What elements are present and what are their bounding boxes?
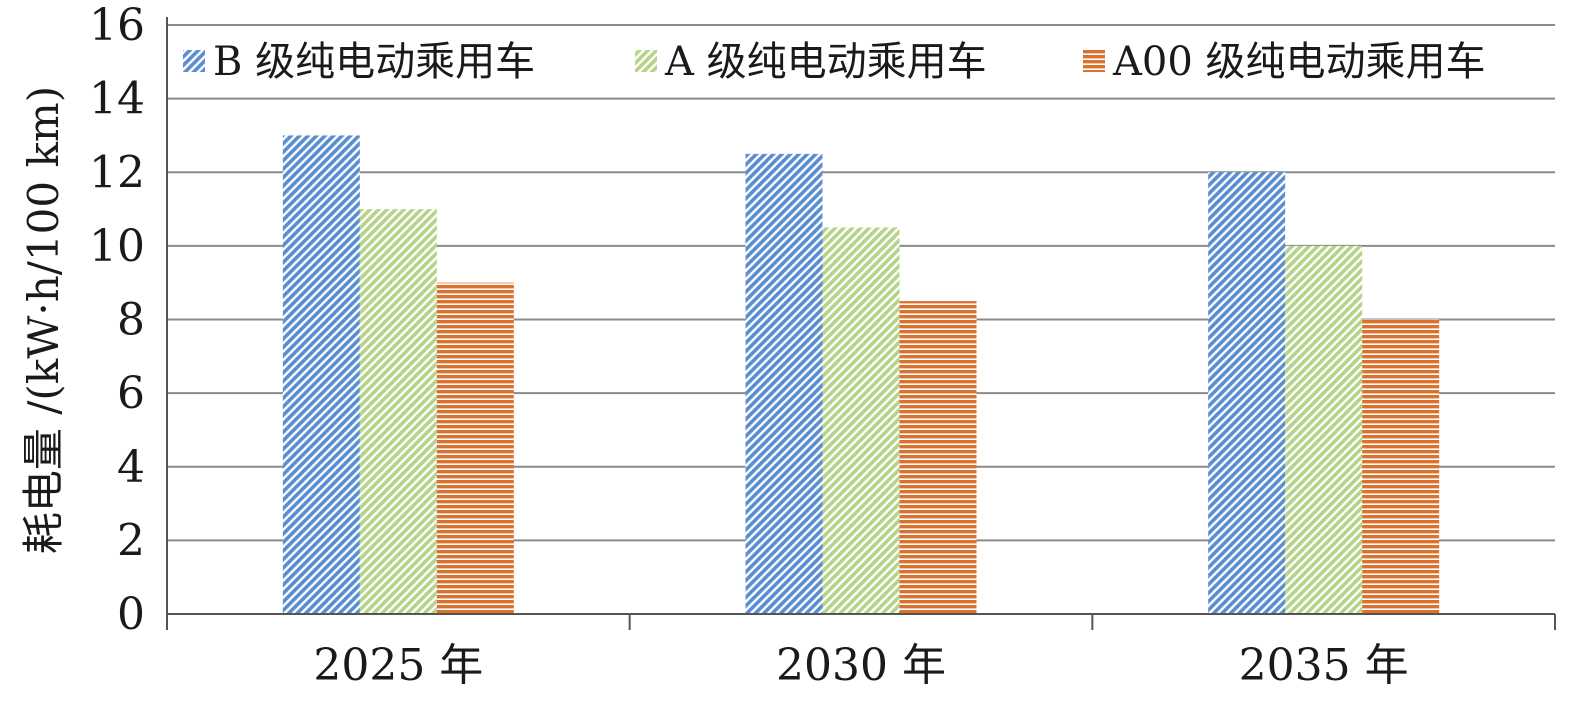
y-tick-label: 8 <box>117 295 145 346</box>
bar-A 级纯电动乘用车-2025 年 <box>359 209 437 614</box>
bar-A00 级纯电动乘用车-2030 年 <box>899 301 977 614</box>
legend: B 级纯电动乘用车 A 级纯电动乘用车 A00 级纯电动乘用车 <box>183 39 1486 85</box>
bar-B 级纯电动乘用车-2035 年 <box>1208 172 1286 614</box>
legend-swatch <box>183 50 205 72</box>
x-category-label: 2035 年 <box>1239 640 1409 691</box>
bar-B 级纯电动乘用车-2025 年 <box>282 135 360 614</box>
x-category-label: 2030 年 <box>776 640 946 691</box>
x-category-labels: 2025 年 2030 年 2035 年 <box>313 640 1408 691</box>
legend-swatch <box>635 50 657 72</box>
bars <box>282 135 1440 614</box>
x-category-label: 2025 年 <box>313 640 483 691</box>
y-tick-label: 12 <box>89 147 145 198</box>
legend-label: B 级纯电动乘用车 <box>213 39 535 85</box>
y-tick-label: 0 <box>117 589 145 640</box>
bar-A00 级纯电动乘用车-2035 年 <box>1362 319 1440 614</box>
y-axis-label: 耗电量 /(kW·h/100 km) <box>19 86 68 554</box>
y-tick-label: 16 <box>89 0 145 51</box>
bar-A 级纯电动乘用车-2035 年 <box>1285 245 1363 614</box>
y-tick-label: 4 <box>117 442 145 493</box>
legend-label: A 级纯电动乘用车 <box>664 39 987 85</box>
legend-item: A 级纯电动乘用车 <box>635 39 987 85</box>
y-tick-label: 2 <box>117 515 145 566</box>
legend-item: A00 级纯电动乘用车 <box>1083 39 1486 85</box>
legend-label: A00 级纯电动乘用车 <box>1112 39 1486 85</box>
legend-swatch <box>1083 50 1105 72</box>
bar-A 级纯电动乘用车-2030 年 <box>822 227 900 614</box>
bar-A00 级纯电动乘用车-2025 年 <box>436 282 514 614</box>
y-tick-label: 14 <box>89 74 145 125</box>
y-tick-label: 6 <box>117 368 145 419</box>
bar-B 级纯电动乘用车-2030 年 <box>745 153 823 614</box>
y-tick-label: 10 <box>89 221 145 272</box>
axes <box>166 17 1556 630</box>
legend-item: B 级纯电动乘用车 <box>183 39 535 85</box>
y-tick-labels: 0 2 4 6 8 10 12 14 16 <box>89 0 145 640</box>
